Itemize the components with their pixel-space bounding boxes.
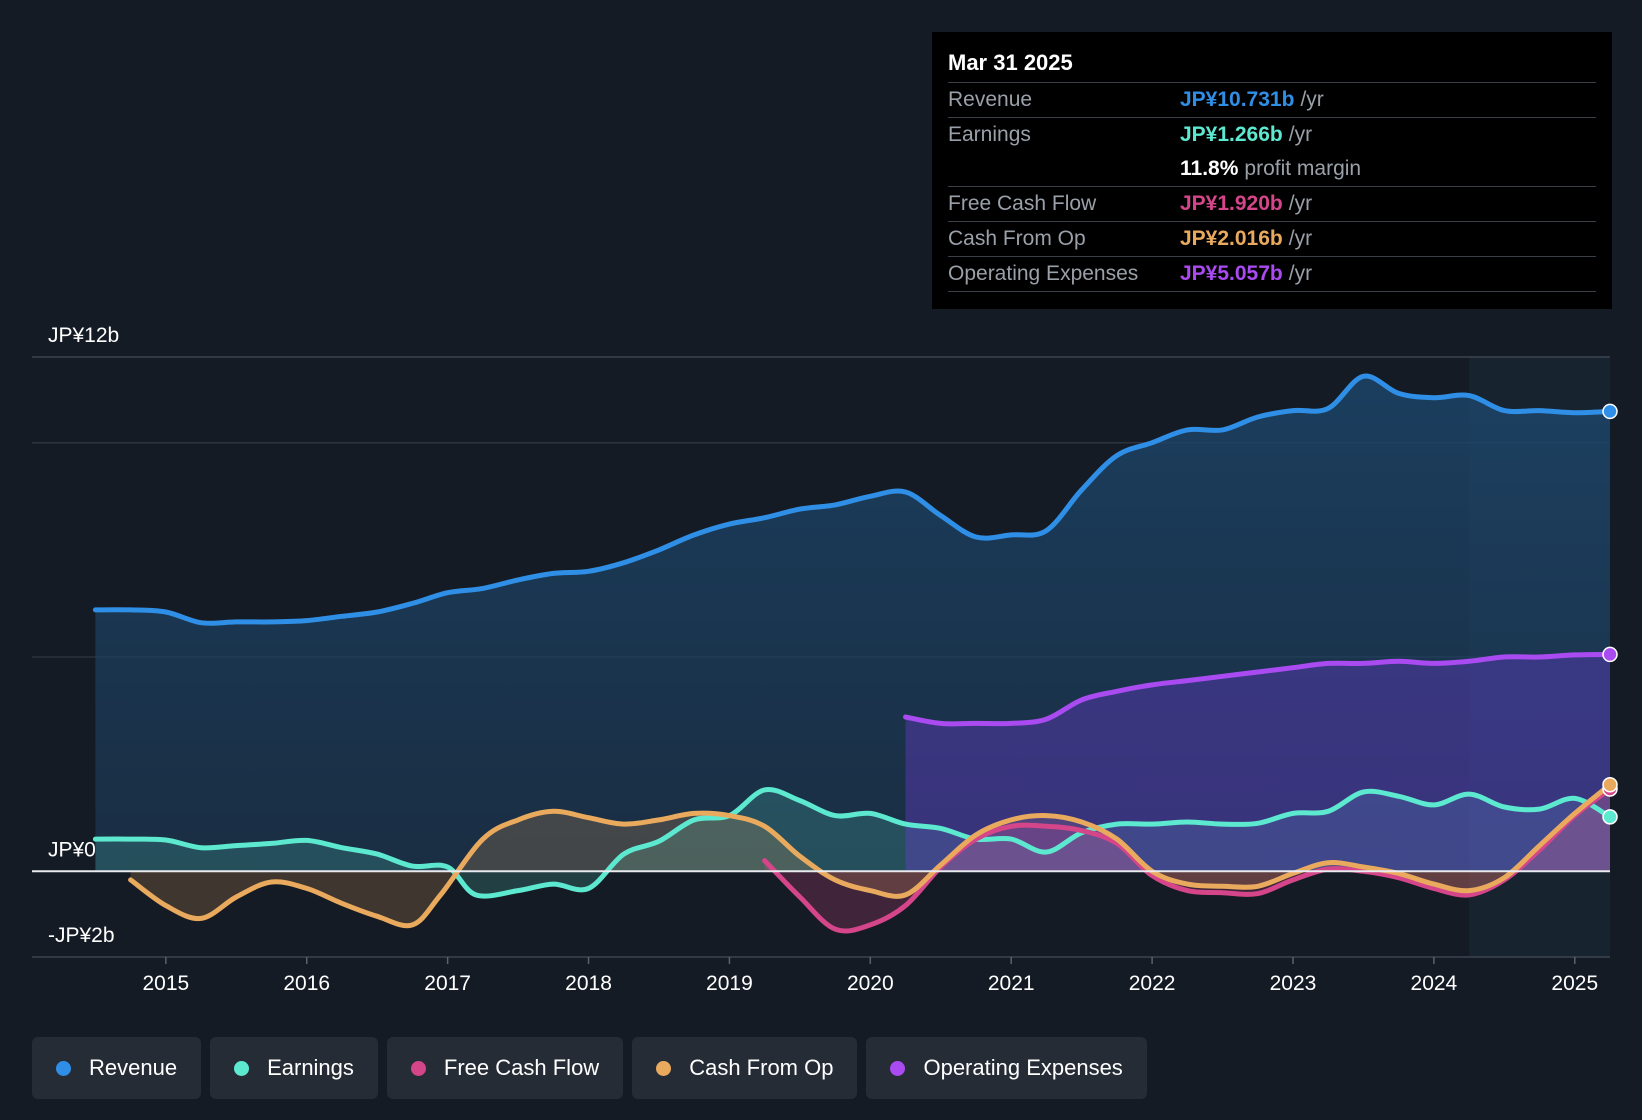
- tooltip-row-cfo: Cash From Op JP¥2.016b /yr: [948, 222, 1596, 257]
- tooltip-unit: /yr: [1288, 262, 1313, 285]
- x-tick-label: 2016: [283, 972, 330, 995]
- revenue-line: [92, 373, 1613, 626]
- legend-label: Cash From Op: [689, 1055, 834, 1080]
- y-tick-label: JP¥0: [48, 838, 96, 861]
- tooltip-unit: /yr: [1300, 88, 1324, 111]
- tooltip-value: JP¥2.016b: [1180, 227, 1283, 250]
- legend-label: Operating Expenses: [923, 1055, 1123, 1080]
- tooltip-label: Operating Expenses: [948, 262, 1139, 285]
- revenue-end-point: [1602, 403, 1618, 420]
- cash-from-op-end-point: [1602, 776, 1618, 793]
- earnings-area: [95, 789, 1610, 897]
- y-axis: JP¥12b JP¥0 -JP¥2b: [32, 324, 1610, 947]
- legend-label: Revenue: [89, 1055, 178, 1080]
- tooltip-label: Earnings: [948, 123, 1031, 146]
- y-tick-label: -JP¥2b: [48, 924, 115, 947]
- tooltip-value: JP¥5.057b: [1180, 262, 1283, 285]
- x-tick-label: 2021: [988, 972, 1035, 995]
- legend-item-free-cash-flow[interactable]: Free Cash Flow: [386, 1037, 624, 1099]
- tooltip-value: JP¥1.266b: [1180, 123, 1283, 146]
- legend-dot-icon: [890, 1060, 906, 1076]
- legend-dot-icon: [234, 1060, 250, 1076]
- tooltip-label: Revenue: [948, 88, 1033, 111]
- x-tick-label: 2024: [1411, 972, 1458, 995]
- legend-label: Free Cash Flow: [443, 1055, 600, 1080]
- legend-item-cash-from-op[interactable]: Cash From Op: [632, 1037, 858, 1099]
- operating-expenses-line: [903, 651, 1613, 727]
- tooltip-value: 11.8%: [1180, 157, 1239, 180]
- tooltip-row-fcf: Free Cash Flow JP¥1.920b /yr: [948, 187, 1596, 222]
- tooltip-unit: profit margin: [1244, 157, 1362, 180]
- legend-item-revenue[interactable]: Revenue: [32, 1037, 202, 1099]
- legend-dot-icon: [656, 1060, 672, 1076]
- legend-label: Earnings: [267, 1055, 354, 1080]
- legend-dot-icon: [410, 1060, 426, 1076]
- tooltip-row-earnings: Earnings JP¥1.266b /yr: [948, 118, 1596, 152]
- cash-from-op-line: [128, 782, 1613, 929]
- x-tick-label: 2020: [847, 972, 894, 995]
- series-lines: [92, 373, 1613, 934]
- tooltip-unit: /yr: [1288, 192, 1313, 215]
- x-tick-label: 2015: [142, 972, 189, 995]
- free-cash-flow-line: [762, 786, 1613, 934]
- tooltip-label: [948, 152, 1180, 186]
- x-tick-label: 2023: [1270, 972, 1317, 995]
- y-tick-label: JP¥12b: [48, 324, 119, 347]
- tooltip-value: JP¥10.731b: [1180, 88, 1295, 111]
- x-tick-label: 2025: [1551, 972, 1598, 995]
- legend-item-earnings[interactable]: Earnings: [210, 1037, 378, 1099]
- x-axis: 2015 2016 2017 2018 2019 2020 2021 2022 2023 2024…: [142, 957, 1598, 995]
- x-tick-label: 2017: [424, 972, 471, 995]
- legend-dot-icon: [56, 1060, 71, 1076]
- earnings-end-point: [1602, 809, 1618, 825]
- free-cash-flow-area: [764, 789, 1610, 932]
- series-end-markers: [1602, 403, 1618, 825]
- tooltip-label: Cash From Op: [948, 227, 1086, 250]
- tooltip-date: Mar 31 2025: [948, 46, 1596, 83]
- tooltip-row-opex: Operating Expenses JP¥5.057b /yr: [948, 257, 1596, 292]
- earnings-line: [92, 786, 1613, 899]
- operating-expenses-end-point: [1602, 646, 1618, 663]
- tooltip-row-margin: 11.8% profit margin: [948, 152, 1596, 187]
- legend-item-operating-expenses[interactable]: Operating Expenses: [866, 1037, 1147, 1099]
- x-tick-label: 2022: [1129, 972, 1176, 995]
- legend: Revenue Earnings Free Cash Flow Cash Fro…: [32, 1037, 1147, 1099]
- tooltip-unit: /yr: [1288, 227, 1313, 250]
- tooltip-label: Free Cash Flow: [948, 192, 1097, 215]
- tooltip-row-revenue: Revenue JP¥10.731b /yr: [948, 83, 1596, 118]
- tooltip-unit: /yr: [1288, 123, 1313, 146]
- tooltip-value: JP¥1.920b: [1180, 192, 1283, 215]
- tooltip-panel: Mar 31 2025 Revenue JP¥10.731b /yr Earni…: [932, 32, 1612, 309]
- x-tick-label: 2019: [706, 972, 753, 995]
- series-areas: [95, 376, 1611, 932]
- revenue-area: [95, 376, 1610, 872]
- x-tick-label: 2018: [565, 972, 612, 995]
- operating-expenses-area: [905, 654, 1610, 872]
